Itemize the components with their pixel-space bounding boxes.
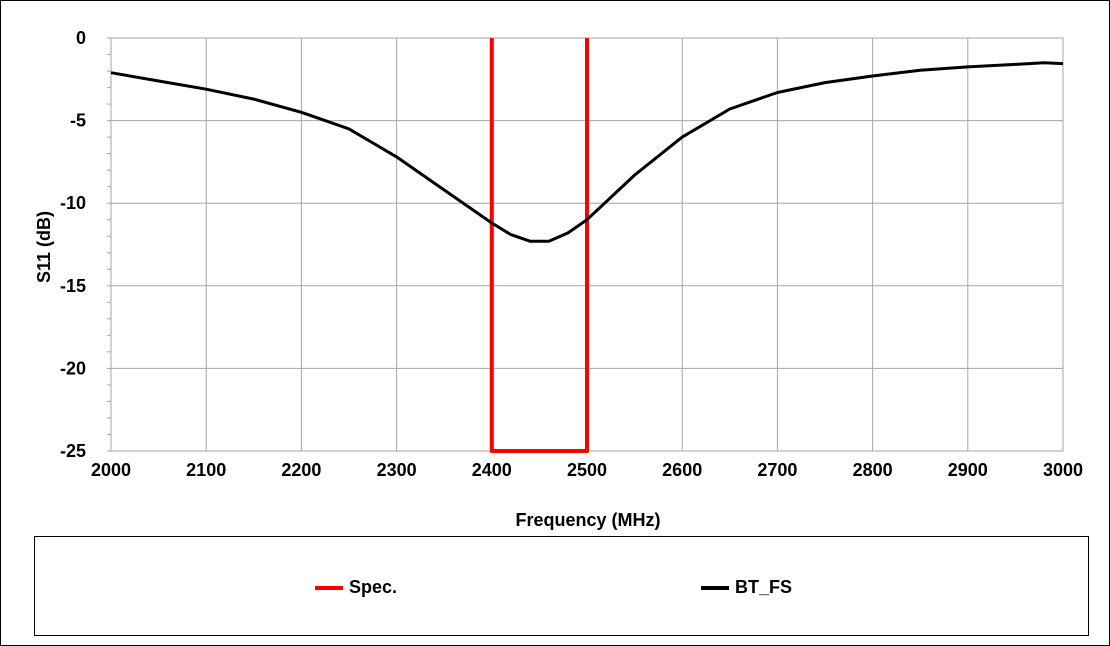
y-tick-label: -10 <box>60 193 86 213</box>
y-tick-label: -20 <box>60 358 86 378</box>
y-tick-label: -25 <box>60 441 86 461</box>
x-tick-label: 2300 <box>377 460 417 480</box>
x-tick-label: 2900 <box>948 460 988 480</box>
x-tick-label: 2500 <box>567 460 607 480</box>
legend-label-bt-fs: BT_FS <box>735 577 793 597</box>
legend: Spec. BT_FS <box>34 536 1089 636</box>
legend-swatch-spec <box>315 585 343 590</box>
x-tick-label: 3000 <box>1043 460 1083 480</box>
legend-label-spec: Spec. <box>349 577 398 597</box>
y-axis-title: S11 (dB) <box>34 211 54 283</box>
x-tick-label: 2100 <box>186 460 226 480</box>
axis-ticks: 2000 2100 2200 2300 2400 2500 2600 2700 2800 2900… <box>60 28 1083 480</box>
legend-swatch-bt-fs <box>701 585 729 590</box>
x-tick-label: 2800 <box>853 460 893 480</box>
legend-item-spec: Spec. <box>315 577 397 598</box>
x-tick-label: 2200 <box>281 460 321 480</box>
legend-item-bt-fs: BT_FS <box>701 577 792 598</box>
y-tick-label: 0 <box>76 28 86 48</box>
x-tick-label: 2700 <box>757 460 797 480</box>
series-line-bt-fs <box>110 61 1064 243</box>
x-tick-label: 2000 <box>91 460 131 480</box>
y-tick-label: -15 <box>60 276 86 296</box>
series-line-spec <box>489 38 589 453</box>
x-axis-title: Frequency (MHz) <box>515 510 660 530</box>
series <box>110 38 1064 453</box>
y-tick-label: -5 <box>70 111 86 131</box>
x-tick-label: 2600 <box>662 460 702 480</box>
x-tick-label: 2400 <box>472 460 512 480</box>
